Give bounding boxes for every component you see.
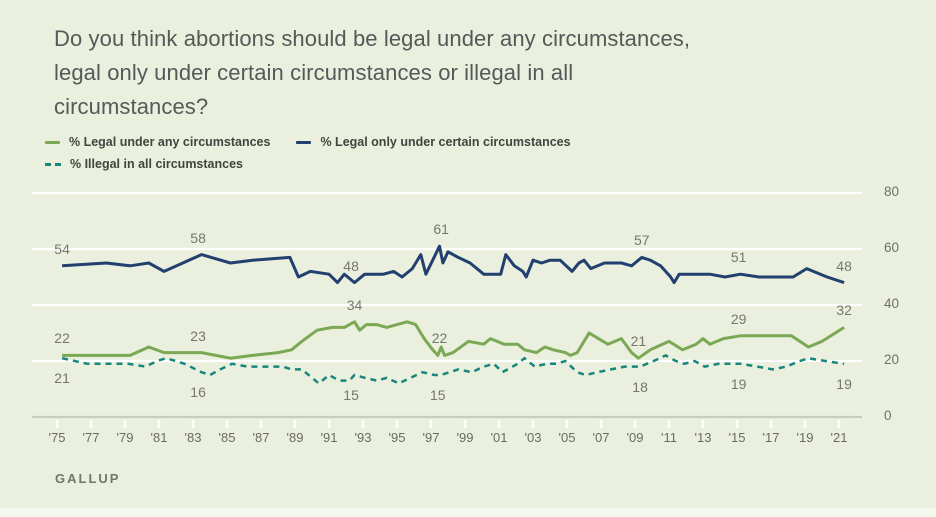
value-label-legal_any-1983.3: 23 xyxy=(190,327,206,344)
x-axis-label-1989: '89 xyxy=(286,430,304,445)
value-label-legal_certain-2015.1: 51 xyxy=(730,249,747,266)
x-axis-label-1977: '77 xyxy=(82,430,100,445)
x-axis-label-1995: '95 xyxy=(388,430,406,445)
x-axis-label-1975: '75 xyxy=(48,430,66,445)
y-axis-label-40: 40 xyxy=(884,296,900,311)
legend-label-legal-any: % Legal under any circumstances xyxy=(69,135,271,149)
value-label-illegal_all-2021.3: 19 xyxy=(836,375,852,392)
x-axis-label-1991: '91 xyxy=(320,430,338,445)
x-axis-label-2003: '03 xyxy=(524,430,542,445)
legend-label-illegal-all: % Illegal in all circumstances xyxy=(70,157,243,171)
x-axis-label-1981: '81 xyxy=(150,430,168,445)
chart-legend: % Legal under any circumstances % Legal … xyxy=(45,131,571,175)
value-label-legal_certain-1992.3: 48 xyxy=(343,257,359,274)
value-label-illegal_all-2009.3: 18 xyxy=(632,378,648,395)
x-axis-label-1993: '93 xyxy=(354,430,372,445)
footer-bar xyxy=(0,508,936,517)
legend-item-illegal-all: % Illegal in all circumstances xyxy=(45,157,243,171)
value-label-legal_certain-1997.6: 61 xyxy=(433,221,449,238)
value-label-legal_any-1992.5: 34 xyxy=(346,296,363,313)
legend-label-legal-certain: % Legal only under certain circumstances xyxy=(320,135,571,149)
x-axis-label-1983: '83 xyxy=(184,430,202,445)
series-line-illegal_all xyxy=(61,354,845,385)
x-axis-label-1987: '87 xyxy=(252,430,270,445)
legend-item-legal-certain: % Legal only under certain circumstances xyxy=(296,135,571,149)
value-label-legal_any-2021.3: 32 xyxy=(836,302,852,319)
value-label-illegal_all-1975.3: 21 xyxy=(54,370,70,387)
value-label-legal_certain-2009.4: 57 xyxy=(634,232,650,249)
x-axis-label-1985: '85 xyxy=(218,430,236,445)
series-line-legal_any xyxy=(62,320,845,360)
x-axis-label-2007: '07 xyxy=(592,430,610,445)
value-label-legal_any-1975.3: 22 xyxy=(54,330,70,347)
value-label-legal_certain-1983.3: 58 xyxy=(190,229,206,246)
value-label-legal_any-2015.1: 29 xyxy=(730,310,747,327)
chart-title: Do you think abortions should be legal u… xyxy=(54,22,690,124)
x-axis-label-2009: '09 xyxy=(626,430,644,445)
value-label-legal_certain-2021.3: 48 xyxy=(836,257,852,274)
value-label-legal_any-1997.5: 22 xyxy=(431,330,448,347)
legend-swatch-legal-any-icon xyxy=(45,140,60,144)
x-axis-label-2005: '05 xyxy=(558,430,576,445)
x-axis-label-2021: '21 xyxy=(830,430,848,445)
value-label-illegal_all-1983.3: 16 xyxy=(190,384,206,401)
y-axis-label-20: 20 xyxy=(884,352,900,367)
x-axis-label-2013: '13 xyxy=(694,430,712,445)
value-label-legal_certain-1975.3: 54 xyxy=(54,240,70,257)
x-axis-label-2017: '17 xyxy=(762,430,780,445)
y-axis-label-80: 80 xyxy=(884,184,900,199)
x-axis-label-2019: '19 xyxy=(796,430,814,445)
chart-title-line-3: circumstances? xyxy=(54,94,209,119)
x-axis-label-1999: '99 xyxy=(456,430,474,445)
y-axis-label-0: 0 xyxy=(884,408,892,423)
value-label-legal_any-2009.2: 21 xyxy=(630,333,647,350)
x-axis-label-1997: '97 xyxy=(422,430,440,445)
value-label-illegal_all-1997.4: 15 xyxy=(430,387,446,403)
value-label-illegal_all-2015.1: 19 xyxy=(730,375,747,392)
x-axis-label-2001: '01 xyxy=(490,430,508,445)
chart-title-line-2: legal only under certain circumstances o… xyxy=(54,60,574,85)
y-axis-label-60: 60 xyxy=(884,240,900,255)
legend-row-1: % Legal under any circumstances % Legal … xyxy=(45,131,571,153)
series-line-legal_certain xyxy=(62,244,845,285)
legend-swatch-legal-certain-icon xyxy=(296,140,312,144)
x-axis-label-1979: '79 xyxy=(116,430,134,445)
chart-title-line-1: Do you think abortions should be legal u… xyxy=(54,26,691,51)
legend-item-legal-any: % Legal under any circumstances xyxy=(45,135,270,149)
legend-row-2: % Illegal in all circumstances xyxy=(45,153,571,175)
legend-swatch-illegal-all-icon xyxy=(45,162,61,166)
gallup-wordmark: GALLUP xyxy=(55,471,121,486)
value-label-illegal_all-1992.3: 15 xyxy=(343,387,359,403)
x-axis-label-2011: '11 xyxy=(661,430,677,445)
x-axis-label-2015: '15 xyxy=(728,430,746,445)
